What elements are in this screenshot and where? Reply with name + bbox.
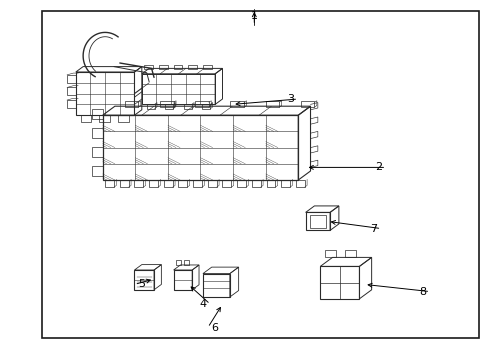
Bar [163,180,172,187]
Bar [144,65,153,69]
Bar [193,180,202,187]
Bar [230,101,244,107]
Bar [102,115,298,180]
Bar [320,266,359,299]
Bar [67,100,76,108]
Bar [344,250,355,257]
Bar [195,101,208,107]
Bar [222,180,231,187]
Bar [149,180,158,187]
Bar [99,115,110,122]
Bar [183,104,191,109]
Bar [118,115,128,122]
Bar [105,180,114,187]
Bar [120,180,128,187]
Bar [159,65,167,69]
Bar [300,101,314,107]
Bar [165,104,173,109]
Text: 1: 1 [250,11,257,21]
Bar [325,250,335,257]
Bar [184,260,189,265]
Bar [160,101,173,107]
Text: 7: 7 [370,224,377,234]
Bar [92,128,102,138]
Bar [134,180,143,187]
Text: 3: 3 [287,94,294,104]
Bar [188,65,197,69]
Bar [281,180,289,187]
Bar [124,101,138,107]
Bar [41,11,478,338]
Bar [178,180,187,187]
Bar [203,274,229,297]
Bar [176,260,181,265]
Bar [237,180,245,187]
Bar [202,104,210,109]
Bar [295,180,304,187]
Bar [134,270,154,290]
Bar [203,65,211,69]
Bar [305,212,329,230]
Text: 8: 8 [419,287,426,297]
Text: 5: 5 [138,279,145,289]
Bar [146,104,154,109]
Bar [92,147,102,157]
Bar [81,115,91,122]
Text: 6: 6 [211,323,218,333]
Bar [207,180,216,187]
Bar [265,101,279,107]
Text: 4: 4 [199,299,206,309]
Bar [309,215,325,228]
Bar [67,87,76,95]
Bar [92,109,102,119]
Bar [92,166,102,176]
Bar [266,180,275,187]
Bar [173,65,182,69]
Bar [67,75,76,83]
Bar [251,180,260,187]
Bar [173,270,192,290]
Text: 2: 2 [375,162,382,172]
